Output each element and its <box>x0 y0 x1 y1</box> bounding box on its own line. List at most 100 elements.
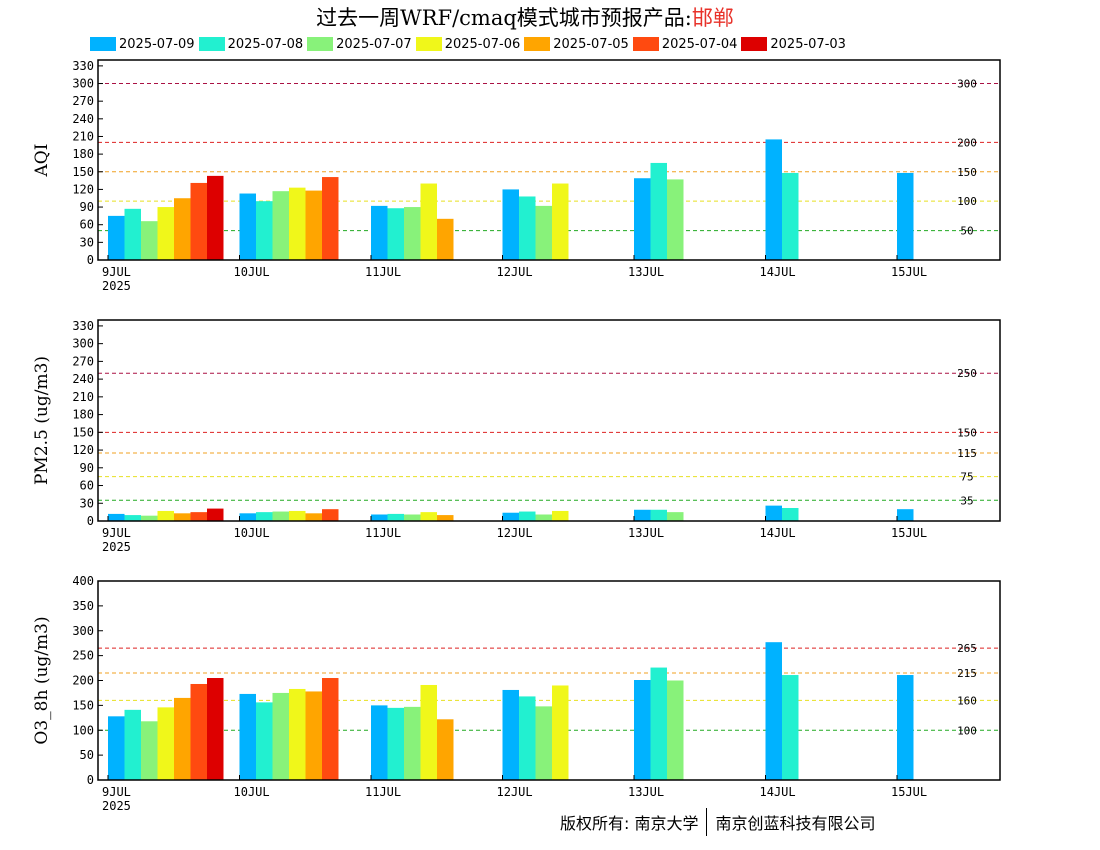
legend-item: 2025-07-07 <box>307 37 412 52</box>
x-tick-label: 13JUL <box>628 265 664 279</box>
bar <box>404 514 421 521</box>
bar <box>124 515 141 521</box>
bar <box>108 716 125 780</box>
x-tick-label: 12JUL <box>497 526 533 540</box>
bar <box>404 207 421 260</box>
chart-panel: 50 100 150 200 300 0 30 60 90 120 150 180 210 240 270 3… <box>32 59 1001 293</box>
chart-panel: 100 160 215 265 0 50 100 150 200 250 300 350 400 9JUL… <box>32 574 1001 813</box>
legend-swatch <box>198 37 225 51</box>
threshold-label: 250 <box>957 367 977 380</box>
bar <box>322 678 339 780</box>
y-tick-label: 120 <box>72 443 94 457</box>
bar <box>141 515 158 521</box>
x-tick-label: 9JUL <box>102 526 131 540</box>
y-axis-label: AQI <box>32 144 52 178</box>
bar <box>552 685 569 780</box>
threshold-label: 215 <box>957 667 977 680</box>
legend: 2025-07-09 2025-07-08 2025-07-07 2025-07-06… <box>90 34 850 54</box>
x-tick-label: 11JUL <box>365 265 401 279</box>
bar <box>897 509 914 521</box>
bar <box>272 191 289 260</box>
bar <box>387 208 404 260</box>
bar <box>272 511 289 521</box>
y-tick-label: 330 <box>72 319 94 333</box>
threshold-label: 100 <box>957 195 977 208</box>
legend-label: 2025-07-07 <box>336 36 412 52</box>
bar <box>634 509 651 521</box>
page-title: 过去一周WRF/cmaq模式城市预报产品:邯郸 <box>0 2 1050 32</box>
bar <box>667 179 684 260</box>
y-tick-label: 240 <box>72 372 94 386</box>
threshold-label: 75 <box>960 471 973 484</box>
x-tick-label: 14JUL <box>760 265 796 279</box>
bar <box>239 513 256 521</box>
bar <box>157 707 174 780</box>
y-tick-label: 330 <box>72 59 94 73</box>
x-year-label: 2025 <box>102 540 131 554</box>
x-year-label: 2025 <box>102 279 131 293</box>
bar <box>141 721 158 780</box>
legend-item: 2025-07-06 <box>415 36 521 52</box>
y-tick-label: 270 <box>72 354 94 368</box>
y-tick-label: 300 <box>72 624 94 638</box>
threshold-label: 150 <box>957 166 977 179</box>
threshold-label: 300 <box>957 78 977 91</box>
legend-label: 2025-07-05 <box>553 36 629 52</box>
bar <box>552 183 569 260</box>
bar <box>256 512 273 521</box>
chart-panel: 35 75 115 150 250 0 30 60 90 120 150 180 210 240 270 30… <box>32 319 1001 554</box>
copyright-right: 南京创蓝科技有限公司 <box>715 814 876 833</box>
legend-item: 2025-07-09 <box>90 37 195 52</box>
bar <box>305 691 322 780</box>
x-tick-label: 10JUL <box>234 526 270 540</box>
x-tick-label: 15JUL <box>891 526 927 540</box>
x-tick-label: 14JUL <box>760 785 796 799</box>
bar <box>387 513 404 521</box>
y-tick-label: 30 <box>80 496 94 510</box>
title-city: 邯郸 <box>691 6 734 30</box>
plot-frame <box>97 59 1001 261</box>
y-tick-label: 30 <box>80 235 94 249</box>
legend-swatch <box>90 37 116 51</box>
x-year-label: 2025 <box>102 799 131 813</box>
y-tick-label: 300 <box>72 77 94 91</box>
bar <box>437 218 454 260</box>
threshold-label: 35 <box>960 494 973 507</box>
threshold-label: 160 <box>957 694 977 707</box>
legend-label: 2025-07-04 <box>661 36 738 52</box>
copyright: 版权所有: 南京大学 南京创蓝科技有限公司 <box>560 808 876 836</box>
bar <box>535 706 552 780</box>
x-tick-label: 10JUL <box>234 785 270 799</box>
y-tick-label: 150 <box>72 698 94 712</box>
y-axis-label: O3_8h (ug/m3) <box>32 616 52 744</box>
bar <box>387 707 404 780</box>
bar <box>634 178 651 260</box>
bar <box>124 208 141 260</box>
bar <box>239 693 256 780</box>
bar <box>289 187 306 260</box>
bar <box>519 511 536 521</box>
y-tick-label: 0 <box>87 773 94 787</box>
legend-item: 2025-07-08 <box>198 37 303 52</box>
x-tick-label: 15JUL <box>891 785 927 799</box>
bar <box>650 162 667 260</box>
bar <box>256 702 273 780</box>
x-tick-label: 9JUL <box>102 265 131 279</box>
x-tick-label: 14JUL <box>760 526 796 540</box>
bar <box>650 667 667 780</box>
x-tick-label: 15JUL <box>891 265 927 279</box>
bar <box>535 205 552 260</box>
threshold-label: 50 <box>960 225 973 238</box>
bar <box>502 512 519 521</box>
legend-label: 2025-07-06 <box>444 36 521 52</box>
bar <box>634 680 651 780</box>
bar <box>305 513 322 521</box>
bar <box>650 509 667 521</box>
bar <box>256 201 273 260</box>
bar <box>782 507 799 521</box>
legend-label: 2025-07-03 <box>770 36 846 52</box>
threshold-label: 100 <box>957 724 977 737</box>
x-tick-label: 9JUL <box>102 785 131 799</box>
bar <box>190 512 207 521</box>
y-tick-label: 300 <box>72 337 94 351</box>
